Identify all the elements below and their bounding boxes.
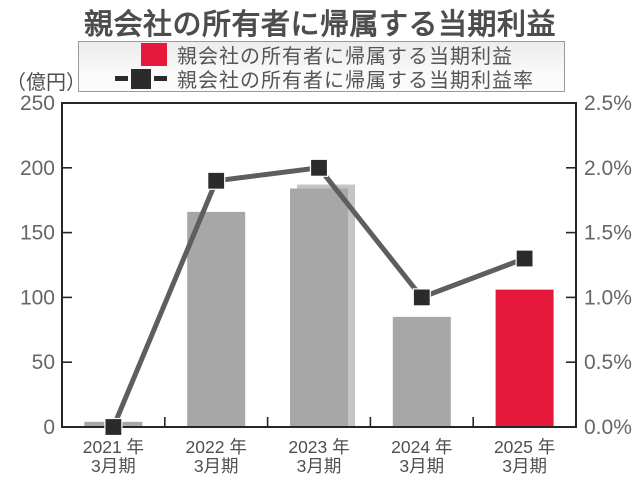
plot-frame [61, 102, 577, 428]
category-label-2022: 2022 年 [186, 437, 247, 457]
category-label-2025: 3月期 [502, 456, 547, 476]
legend-bar-marker [79, 43, 177, 66]
left-axis-tick-label: 150 [20, 222, 55, 245]
category-label-2025: 2025 年 [494, 437, 555, 457]
black-square-marker-icon [131, 68, 151, 89]
category-label-2021: 3月期 [91, 456, 136, 476]
bar-2025 [495, 289, 554, 427]
category-label-2021: 2021 年 [83, 437, 144, 457]
chart-title: 親会社の所有者に帰属する当期利益 [83, 9, 556, 41]
bar-2023 [290, 188, 348, 427]
line-marker-2024 [412, 288, 431, 307]
legend-row-line: 親会社の所有者に帰属する当期利益率 [79, 67, 564, 92]
red-square-swatch-icon [141, 43, 167, 66]
legend-line-marker [79, 68, 177, 89]
right-axis-tick-label: 1.0% [584, 286, 632, 309]
right-axis-tick-label: 2.5% [584, 92, 632, 115]
left-axis-tick-label: 100 [20, 286, 55, 309]
bar-2022 [187, 211, 246, 427]
line-marker-2021 [104, 417, 123, 437]
left-axis-tick-label: 0 [43, 416, 55, 439]
legend-line-label: 親会社の所有者に帰属する当期利益率 [177, 70, 534, 92]
category-label-2022: 3月期 [194, 456, 239, 476]
legend-row-bar: 親会社の所有者に帰属する当期利益 [79, 43, 564, 68]
legend-bar-label: 親会社の所有者に帰属する当期利益 [177, 46, 513, 68]
legend-box: 親会社の所有者に帰属する当期利益 親会社の所有者に帰属する当期利益率 [78, 41, 565, 92]
category-label-2024: 3月期 [399, 456, 444, 476]
category-label-2023: 2023 年 [288, 437, 349, 457]
right-axis-tick-label: 0.5% [584, 351, 632, 374]
right-axis-tick-label: 1.5% [584, 222, 632, 245]
left-axis-tick-label: 200 [20, 157, 55, 180]
right-axis-tick-label: 2.0% [584, 157, 632, 180]
line-marker-2022 [207, 171, 226, 190]
bar-2024 [392, 316, 451, 427]
left-axis-tick-label: 250 [20, 92, 55, 115]
left-axis-tick-label: 50 [32, 351, 55, 374]
line-dash-icon [154, 76, 167, 81]
line-marker-2023 [309, 158, 329, 177]
category-label-2023: 3月期 [297, 456, 342, 476]
category-label-2024: 2024 年 [391, 437, 452, 457]
line-marker-2025 [515, 249, 534, 268]
y-axis-unit-label: （億円） [6, 72, 86, 94]
right-axis-tick-label: 0.0% [584, 416, 632, 439]
line-dash-icon [115, 76, 128, 81]
